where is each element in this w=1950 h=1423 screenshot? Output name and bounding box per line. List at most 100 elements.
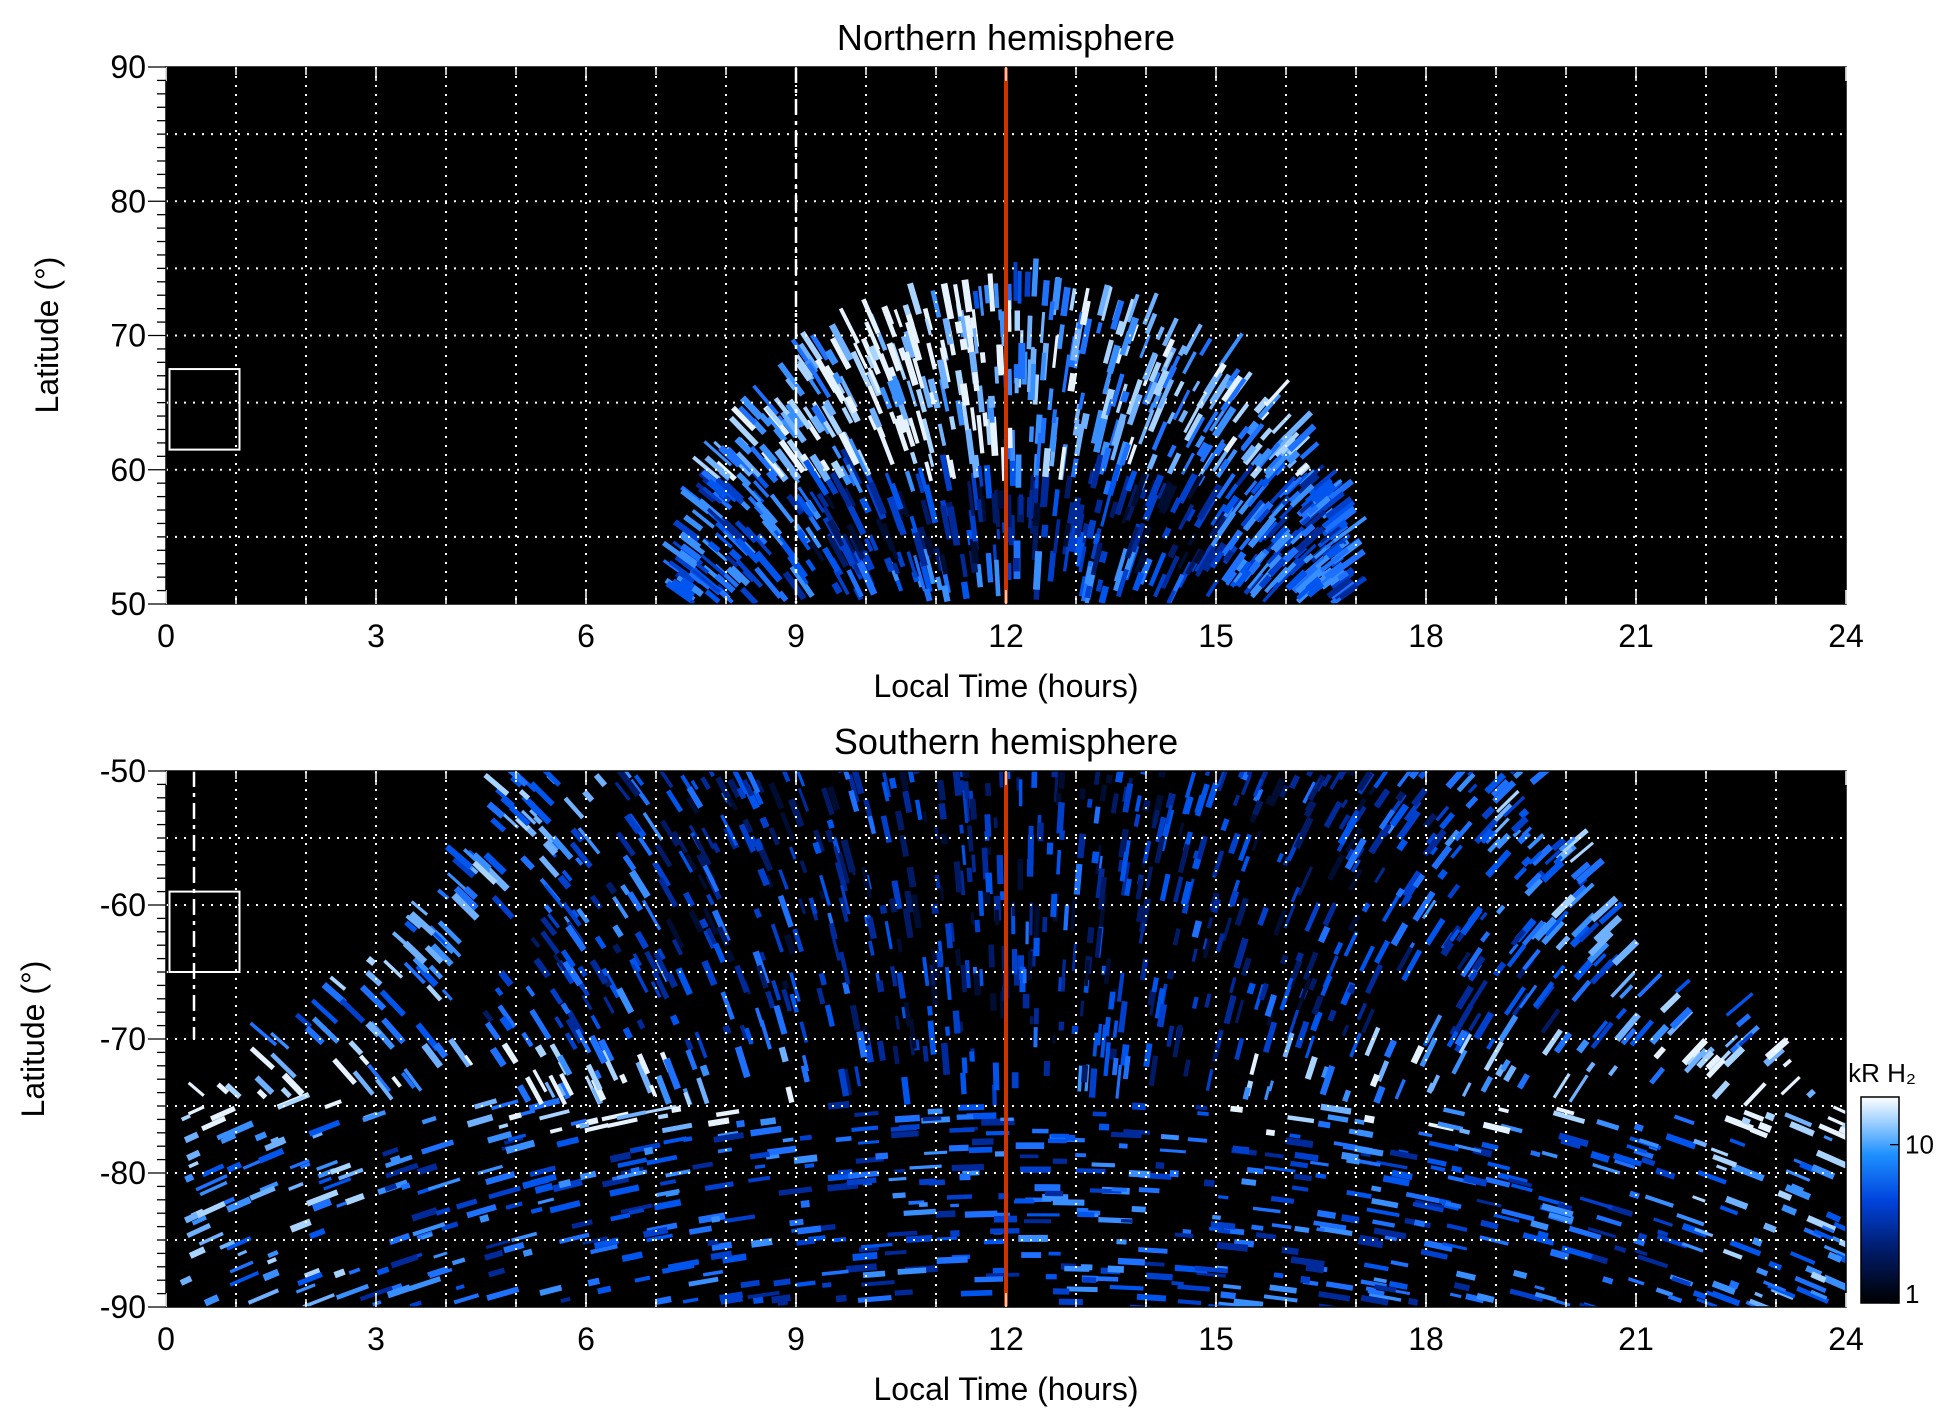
south-emission-streak xyxy=(426,984,443,1002)
south-gridlines xyxy=(166,771,1846,1307)
south-emission-streak xyxy=(1634,1248,1648,1256)
north-emission-streak xyxy=(1232,402,1250,424)
north-emission-streak xyxy=(886,496,905,532)
north-emission-streak xyxy=(738,405,758,426)
north-emission-streak xyxy=(1298,469,1316,486)
north-emission-streak xyxy=(722,530,749,557)
north-emission-streak xyxy=(983,284,990,304)
south-emission-streak xyxy=(529,1008,552,1041)
south-emission-streak xyxy=(359,1054,370,1066)
south-emission-streak xyxy=(1099,784,1108,802)
south-emission-streak xyxy=(329,1162,352,1175)
south-emission-streak xyxy=(1372,1219,1396,1228)
south-emission-streak xyxy=(858,1245,879,1253)
south-emission-streak xyxy=(1191,996,1199,1010)
south-emission-streak xyxy=(1029,902,1033,936)
south-emission-streak xyxy=(1659,992,1682,1014)
south-emission-streak xyxy=(1228,890,1240,907)
south-emission-streak xyxy=(738,823,757,853)
south-emission-streak xyxy=(1264,1086,1271,1101)
north-emission-streak xyxy=(1286,458,1297,469)
south-emission-streak xyxy=(1481,805,1495,820)
north-emission-streak xyxy=(1193,548,1207,565)
north-emission-streak xyxy=(752,384,780,416)
north-emission-streak xyxy=(1030,346,1035,360)
north-emission-streak xyxy=(1086,519,1097,539)
south-emission-streak xyxy=(1569,925,1592,948)
south-emission-streak xyxy=(1447,883,1461,899)
south-emission-streak xyxy=(781,771,791,783)
north-emission-streak xyxy=(1294,462,1310,477)
south-emission-streak xyxy=(773,1004,788,1035)
north-emission-streak xyxy=(805,558,817,572)
south-emission-streak xyxy=(1196,1271,1226,1278)
southern-panel: Southern hemisphere 0 3 6 9 12 15 18 21 24 -90-8… xyxy=(15,721,1864,1407)
south-emission-streak xyxy=(924,1150,948,1155)
north-emission-streak xyxy=(1125,470,1138,492)
south-emission-streak xyxy=(1487,1161,1511,1171)
north-emission-streak xyxy=(1042,448,1051,478)
south-emission-streak xyxy=(1743,1109,1765,1122)
north-emission-streak xyxy=(839,543,857,567)
north-ytick-label: 50 xyxy=(110,586,146,622)
north-emission-streak xyxy=(1167,543,1179,559)
south-emission-streak xyxy=(1541,1150,1558,1159)
south-emission-streak xyxy=(508,1112,522,1121)
south-emission-streak xyxy=(1544,849,1561,866)
south-emission-streak xyxy=(615,831,636,857)
south-emission-streak xyxy=(1706,1057,1726,1079)
north-emission-streak xyxy=(736,472,752,488)
south-emission-streak xyxy=(1424,1014,1443,1044)
south-emission-streak xyxy=(1346,1190,1372,1199)
south-emission-streak xyxy=(575,856,584,866)
south-emission-streak xyxy=(1093,771,1101,785)
south-emission-streak xyxy=(1748,1298,1771,1307)
south-emission-streak xyxy=(688,909,704,934)
north-emission-streak xyxy=(1254,447,1273,468)
north-emission-streak xyxy=(1221,551,1247,584)
south-emission-streak xyxy=(1197,1111,1209,1117)
north-emission-streak xyxy=(939,454,953,492)
south-emission-streak xyxy=(979,969,984,986)
south-emission-streak xyxy=(424,945,444,965)
north-emission-streak xyxy=(1098,585,1110,604)
north-emission-streak xyxy=(754,566,783,599)
south-emission-streak xyxy=(963,781,970,799)
south-emission-streak xyxy=(1325,1281,1354,1291)
south-emission-streak xyxy=(1476,1198,1502,1208)
south-emission-streak xyxy=(455,1198,478,1210)
south-emission-streak xyxy=(1711,1080,1731,1100)
south-emission-streak xyxy=(1357,1129,1374,1138)
north-emission-streak xyxy=(740,586,759,604)
south-emission-streak xyxy=(1540,1008,1561,1034)
south-emission-streak xyxy=(1777,1190,1793,1201)
north-emission-streak xyxy=(1160,555,1180,590)
south-emission-streak xyxy=(1046,842,1054,855)
south-emission-streak xyxy=(1585,1061,1596,1073)
north-emission-streak xyxy=(1338,583,1359,601)
south-emission-streak xyxy=(1521,856,1533,868)
south-emission-streak xyxy=(362,1109,387,1123)
south-emission-streak xyxy=(851,771,865,795)
south-emission-streak xyxy=(576,907,590,924)
north-ytick-label: 90 xyxy=(110,49,146,85)
north-emission-streak xyxy=(838,307,860,345)
south-emission-streak xyxy=(628,869,651,899)
north-emission-streak xyxy=(1216,472,1236,500)
south-emission-streak xyxy=(1764,1111,1776,1122)
south-emission-streak xyxy=(494,986,504,997)
south-emission-streak xyxy=(597,1285,612,1295)
south-emission-streak xyxy=(1252,778,1264,797)
south-emission-streak xyxy=(796,771,800,773)
north-emission-streak xyxy=(679,577,695,591)
south-emission-streak xyxy=(968,1146,993,1154)
south-emission-streak xyxy=(565,924,587,952)
south-emission-streak xyxy=(620,884,631,896)
south-emission-streak xyxy=(544,1081,556,1099)
north-emission-streak xyxy=(887,379,903,407)
north-emission-streak xyxy=(824,348,839,366)
south-emission-streak xyxy=(1410,1045,1425,1065)
north-emission-streak xyxy=(844,395,858,414)
south-emission-streak xyxy=(1151,809,1160,829)
north-emission-streak xyxy=(1161,526,1172,540)
